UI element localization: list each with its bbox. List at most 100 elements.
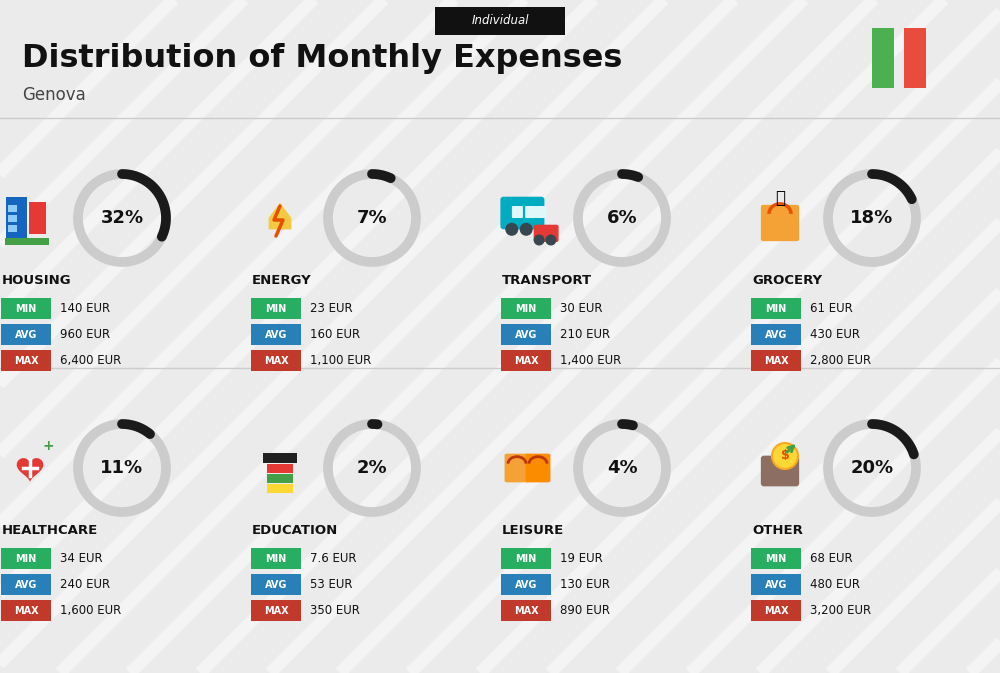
FancyBboxPatch shape (536, 206, 547, 218)
Text: +: + (42, 439, 54, 453)
Text: 2,800 EUR: 2,800 EUR (810, 354, 871, 367)
FancyBboxPatch shape (501, 298, 551, 319)
Text: MAX: MAX (14, 606, 38, 616)
FancyBboxPatch shape (251, 324, 301, 345)
Text: MAX: MAX (764, 606, 788, 616)
Text: 61 EUR: 61 EUR (810, 302, 853, 315)
Text: MIN: MIN (765, 304, 787, 314)
Text: 23 EUR: 23 EUR (310, 302, 353, 315)
FancyBboxPatch shape (761, 456, 799, 487)
FancyBboxPatch shape (525, 206, 536, 218)
Text: MIN: MIN (265, 554, 287, 563)
FancyBboxPatch shape (8, 225, 14, 232)
Text: 160 EUR: 160 EUR (310, 328, 360, 341)
Text: 30 EUR: 30 EUR (560, 302, 602, 315)
Circle shape (545, 234, 556, 246)
Text: Individual: Individual (471, 15, 529, 28)
FancyBboxPatch shape (500, 197, 544, 229)
Text: MAX: MAX (14, 355, 38, 365)
FancyBboxPatch shape (751, 350, 801, 371)
Text: MAX: MAX (264, 606, 288, 616)
Text: LEISURE: LEISURE (502, 524, 564, 536)
Circle shape (520, 223, 533, 236)
Text: 480 EUR: 480 EUR (810, 578, 860, 591)
FancyBboxPatch shape (1, 298, 51, 319)
Text: AVG: AVG (515, 330, 537, 340)
FancyBboxPatch shape (505, 454, 529, 483)
Text: 350 EUR: 350 EUR (310, 604, 360, 617)
Text: ENERGY: ENERGY (252, 273, 312, 287)
Text: 430 EUR: 430 EUR (810, 328, 860, 341)
Text: MAX: MAX (264, 355, 288, 365)
Text: 2%: 2% (357, 459, 387, 477)
Text: MIN: MIN (515, 554, 537, 563)
Text: 32%: 32% (100, 209, 144, 227)
Text: 68 EUR: 68 EUR (810, 552, 853, 565)
FancyBboxPatch shape (263, 453, 297, 463)
Text: OTHER: OTHER (752, 524, 803, 536)
FancyBboxPatch shape (751, 548, 801, 569)
Text: Distribution of Monthly Expenses: Distribution of Monthly Expenses (22, 42, 622, 73)
FancyBboxPatch shape (251, 350, 301, 371)
Text: AVG: AVG (765, 579, 787, 590)
FancyBboxPatch shape (11, 225, 17, 232)
Text: 960 EUR: 960 EUR (60, 328, 110, 341)
FancyBboxPatch shape (267, 474, 293, 483)
FancyBboxPatch shape (904, 28, 926, 88)
FancyBboxPatch shape (872, 28, 894, 88)
Text: 210 EUR: 210 EUR (560, 328, 610, 341)
Text: MIN: MIN (515, 304, 537, 314)
FancyBboxPatch shape (501, 574, 551, 595)
Text: MIN: MIN (765, 554, 787, 563)
FancyBboxPatch shape (501, 548, 551, 569)
Text: AVG: AVG (765, 330, 787, 340)
Text: 7.6 EUR: 7.6 EUR (310, 552, 357, 565)
FancyBboxPatch shape (251, 298, 301, 319)
Text: 🌿: 🌿 (775, 189, 785, 207)
Text: MIN: MIN (15, 554, 37, 563)
Text: 19 EUR: 19 EUR (560, 552, 603, 565)
Text: 20%: 20% (850, 459, 894, 477)
FancyBboxPatch shape (1, 600, 51, 621)
FancyBboxPatch shape (1, 350, 51, 371)
Text: 130 EUR: 130 EUR (560, 578, 610, 591)
FancyBboxPatch shape (512, 206, 523, 218)
Text: AVG: AVG (515, 579, 537, 590)
Text: 140 EUR: 140 EUR (60, 302, 110, 315)
FancyBboxPatch shape (501, 600, 551, 621)
FancyBboxPatch shape (751, 324, 801, 345)
Text: GROCERY: GROCERY (752, 273, 822, 287)
FancyBboxPatch shape (11, 215, 17, 222)
Polygon shape (269, 203, 291, 229)
FancyBboxPatch shape (8, 205, 14, 211)
Polygon shape (17, 458, 43, 482)
FancyBboxPatch shape (534, 225, 559, 242)
Text: $: $ (781, 450, 789, 462)
FancyBboxPatch shape (6, 197, 27, 239)
FancyBboxPatch shape (251, 574, 301, 595)
Text: AVG: AVG (15, 579, 37, 590)
Text: 6%: 6% (607, 209, 637, 227)
Text: MIN: MIN (265, 304, 287, 314)
FancyBboxPatch shape (501, 324, 551, 345)
Text: MAX: MAX (764, 355, 788, 365)
FancyBboxPatch shape (5, 238, 49, 245)
FancyBboxPatch shape (751, 600, 801, 621)
Circle shape (534, 234, 545, 246)
FancyBboxPatch shape (526, 454, 550, 483)
Text: AVG: AVG (15, 330, 37, 340)
Circle shape (505, 223, 518, 236)
FancyBboxPatch shape (267, 464, 293, 473)
Text: AVG: AVG (265, 330, 287, 340)
Text: 7%: 7% (357, 209, 387, 227)
Text: EDUCATION: EDUCATION (252, 524, 338, 536)
Text: 1,400 EUR: 1,400 EUR (560, 354, 621, 367)
Text: MAX: MAX (514, 355, 538, 365)
Text: 34 EUR: 34 EUR (60, 552, 103, 565)
FancyBboxPatch shape (29, 202, 46, 234)
Text: 1,600 EUR: 1,600 EUR (60, 604, 121, 617)
Text: 240 EUR: 240 EUR (60, 578, 110, 591)
FancyBboxPatch shape (501, 350, 551, 371)
Text: AVG: AVG (265, 579, 287, 590)
FancyBboxPatch shape (1, 574, 51, 595)
